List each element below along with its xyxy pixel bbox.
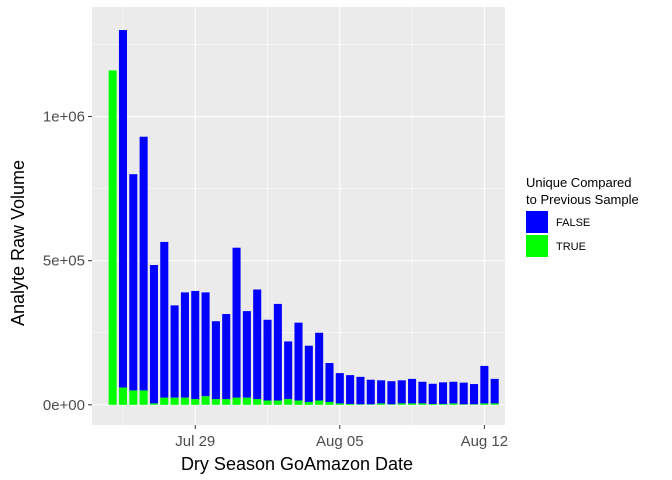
bar-true xyxy=(211,399,220,405)
bar-true xyxy=(418,403,427,405)
y-tick-label: 5e+05 xyxy=(43,253,85,270)
bar-true xyxy=(428,403,437,405)
bar-true xyxy=(469,404,479,405)
bar-false xyxy=(191,290,200,400)
bar-false xyxy=(418,381,427,404)
bar-true xyxy=(439,403,448,405)
bar-false xyxy=(222,314,231,400)
bar-false xyxy=(480,365,489,404)
bar-true xyxy=(170,397,179,405)
legend-title: Unique Compared to Previous Sample xyxy=(526,175,639,207)
bar-true xyxy=(480,403,489,405)
bar-false xyxy=(149,265,158,404)
bar-true xyxy=(408,403,417,405)
bar-true xyxy=(139,390,148,405)
bar-true xyxy=(232,397,241,405)
bar-false xyxy=(304,345,313,402)
bar-false xyxy=(242,311,251,398)
bar-false xyxy=(211,321,220,400)
x-tick-label: Jul 29 xyxy=(175,433,215,450)
bar-false xyxy=(366,379,375,405)
bar-true xyxy=(242,397,251,405)
bar-false xyxy=(325,363,334,402)
x-axis-title: Dry Season GoAmazon Date xyxy=(181,454,413,474)
bar-false xyxy=(490,378,499,404)
bar-false xyxy=(408,378,417,404)
bar-false xyxy=(377,380,386,404)
bar-true xyxy=(315,400,324,405)
bar-false xyxy=(356,376,365,405)
bar-false xyxy=(439,382,448,404)
bar-true xyxy=(397,403,406,405)
bar-true xyxy=(356,404,365,405)
bar-true xyxy=(263,400,272,405)
bar-false xyxy=(129,174,138,391)
bar-true xyxy=(108,70,117,405)
bar-false xyxy=(201,292,210,397)
bar-false xyxy=(284,341,293,400)
bar-true xyxy=(387,404,396,405)
bar-false xyxy=(449,381,458,404)
bar-true xyxy=(191,399,200,405)
bar-true xyxy=(149,403,158,405)
bar-true xyxy=(129,390,138,405)
bar-false xyxy=(180,292,189,398)
bar-false xyxy=(335,373,344,404)
bar-true xyxy=(273,400,282,405)
legend-key-false xyxy=(526,211,548,233)
bar-true xyxy=(294,400,303,405)
bar-true xyxy=(180,397,189,405)
bar-true xyxy=(346,403,355,405)
legend-title-line-2: to Previous Sample xyxy=(526,192,639,207)
bar-true xyxy=(366,404,375,405)
bar-false xyxy=(263,319,272,401)
bar-false xyxy=(139,136,148,391)
legend-title-line-1: Unique Compared xyxy=(526,175,632,190)
bar-false xyxy=(315,332,324,401)
bar-true xyxy=(201,396,210,405)
x-tick-label: Aug 05 xyxy=(316,433,364,450)
legend-label-false: FALSE xyxy=(556,217,590,229)
bar-true xyxy=(449,403,458,405)
bar-false xyxy=(273,303,282,401)
legend: Unique Compared to Previous Sample FALSE… xyxy=(526,175,639,257)
bar-true xyxy=(160,397,169,405)
bar-false xyxy=(294,322,303,401)
bar-false xyxy=(346,375,355,404)
bar-true xyxy=(325,401,334,405)
bar-true xyxy=(253,399,262,405)
bar-false xyxy=(428,383,437,404)
bar-false xyxy=(253,289,262,400)
y-tick-label: 1e+06 xyxy=(43,109,85,126)
bar-false xyxy=(469,384,479,405)
legend-key-true xyxy=(526,235,548,257)
bar-false xyxy=(232,247,241,398)
x-tick-label: Aug 12 xyxy=(461,433,509,450)
bar-false xyxy=(459,382,468,405)
y-tick-label: 0e+00 xyxy=(43,397,85,414)
bar-false xyxy=(160,241,169,398)
bar-true xyxy=(118,387,128,405)
bar-false xyxy=(170,305,179,398)
bar-true xyxy=(304,401,313,405)
axes: 0e+00 5e+05 1e+06 Jul 29 Aug 05 Aug 12 xyxy=(43,109,508,450)
bar-true xyxy=(459,404,468,405)
bar-true xyxy=(377,403,386,405)
bar-true xyxy=(284,399,293,405)
bar-false xyxy=(397,380,406,404)
bar-false xyxy=(118,30,128,388)
bar-true xyxy=(490,403,499,405)
legend-label-true: TRUE xyxy=(556,241,586,253)
bar-false xyxy=(387,381,396,405)
y-axis-title: Analyte Raw Volume xyxy=(8,160,28,326)
bar-true xyxy=(222,399,231,405)
bar-true xyxy=(335,403,344,405)
bars xyxy=(108,30,499,405)
